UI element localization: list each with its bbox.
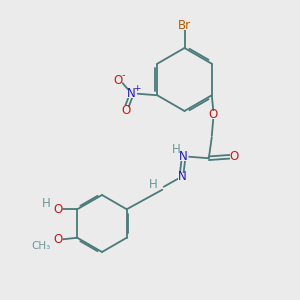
Bar bbox=[122, 106, 130, 114]
Text: +: + bbox=[134, 84, 141, 93]
Bar bbox=[178, 172, 186, 180]
Bar bbox=[179, 153, 188, 160]
Text: H: H bbox=[42, 197, 51, 210]
Text: O: O bbox=[53, 233, 62, 246]
Text: N: N bbox=[127, 87, 136, 100]
Text: H: H bbox=[149, 178, 158, 191]
Text: N: N bbox=[177, 170, 186, 183]
Text: H: H bbox=[171, 143, 180, 156]
Text: O: O bbox=[230, 150, 239, 163]
Bar bbox=[209, 111, 218, 118]
Text: Br: Br bbox=[178, 19, 191, 32]
Text: O: O bbox=[53, 203, 62, 216]
Text: CH₃: CH₃ bbox=[32, 241, 51, 251]
Text: -: - bbox=[122, 70, 125, 80]
Bar bbox=[54, 206, 62, 213]
Text: O: O bbox=[114, 74, 123, 87]
Bar bbox=[176, 21, 194, 30]
Bar bbox=[54, 236, 62, 243]
Bar bbox=[114, 76, 122, 84]
Text: N: N bbox=[179, 150, 188, 163]
Text: O: O bbox=[209, 108, 218, 121]
Bar bbox=[230, 153, 238, 160]
Text: O: O bbox=[121, 104, 130, 117]
Bar bbox=[127, 90, 136, 98]
